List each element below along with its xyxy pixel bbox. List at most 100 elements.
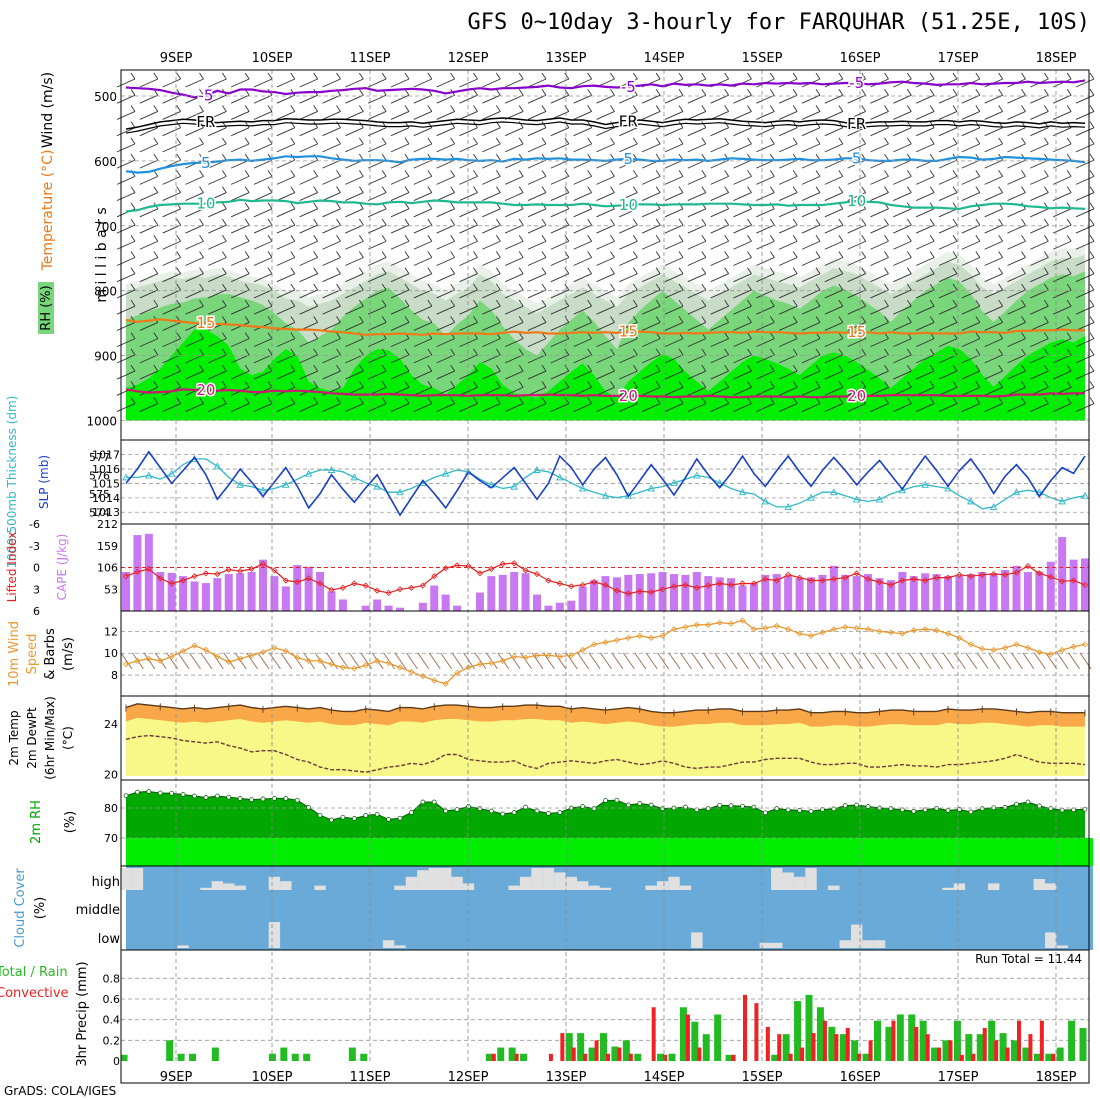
wind-barb <box>276 305 296 315</box>
wind-barb <box>459 192 478 201</box>
wind-barb <box>915 321 935 331</box>
wind-barb-flag <box>473 348 478 356</box>
lifted-index-marker <box>442 565 449 572</box>
wind-barb <box>893 192 912 201</box>
wind-barb <box>915 257 935 266</box>
wind-barb-flag <box>975 218 981 226</box>
wind-barb <box>322 321 341 331</box>
wind-barb-flag <box>952 105 958 112</box>
wind-barb <box>459 338 478 348</box>
wind-barb <box>436 175 455 185</box>
wind-barb-flag <box>610 397 615 404</box>
precip-convective-bar <box>514 1053 519 1061</box>
wind-barb <box>870 208 889 218</box>
precip-total-bar <box>268 1053 276 1061</box>
wind-barb-flag <box>221 348 227 356</box>
wind-barb-flag <box>473 186 478 193</box>
wind-barb <box>961 192 981 201</box>
wind-barb <box>710 403 729 412</box>
cape-bar <box>487 576 496 611</box>
wind-barb-flag <box>861 299 867 307</box>
wind-barb-flag <box>221 105 227 112</box>
wind-barb <box>938 78 958 88</box>
wind-barb <box>367 289 387 299</box>
lifted-tick: -6 <box>29 518 40 531</box>
rh2m-marker <box>443 808 449 814</box>
precip-convective-bar <box>1005 1047 1010 1061</box>
wind-barb <box>482 321 501 331</box>
wind-barb <box>938 159 958 169</box>
cloud-cell-high <box>782 872 794 890</box>
wind-barb <box>733 321 752 331</box>
rh2m-marker <box>591 806 597 811</box>
wind-barb-flag <box>1089 332 1095 339</box>
lifted-index-marker <box>659 586 666 593</box>
wind-barb-flag <box>724 397 730 404</box>
wind-barb <box>345 240 364 250</box>
wind-barb-flag <box>838 72 844 80</box>
wind-barb-10m <box>828 652 841 670</box>
wind-barb <box>984 224 1003 234</box>
precip-total-bar <box>919 1020 927 1061</box>
wind-barb <box>367 175 387 185</box>
wind-barb-10m <box>645 652 658 670</box>
wind-barb-flag <box>998 364 1004 372</box>
wind-barb <box>322 127 341 137</box>
cloud-cell-high <box>554 872 566 890</box>
wind-barb-flag <box>998 283 1004 291</box>
cloud-cell-high <box>211 881 224 890</box>
temperature-contour-label: FR <box>196 113 215 131</box>
wind-barb-flag <box>838 186 844 193</box>
rh-tick: 80 <box>104 802 118 815</box>
precip-total-bar <box>166 1040 174 1061</box>
wind-barb-flag <box>769 364 775 372</box>
wind-barb-flag <box>952 235 958 242</box>
wind-barb-flag <box>541 218 547 226</box>
wind-barb-flag <box>518 348 524 356</box>
wind-barb <box>1030 192 1049 201</box>
wind-barb-flag <box>404 105 410 112</box>
wind-barb <box>185 78 204 88</box>
wind-barb <box>915 338 935 348</box>
wind-barb <box>345 224 364 234</box>
wind-barb-flag <box>610 348 615 356</box>
wind-barb-10m <box>691 652 704 670</box>
wind-barb <box>116 192 136 201</box>
wind-barb-flag <box>336 283 341 291</box>
wind-barb <box>961 354 981 364</box>
wind-barb-10m <box>668 652 681 670</box>
wind-barb <box>253 257 273 266</box>
wind-barb-flag <box>381 235 387 242</box>
wind-barb <box>116 338 136 348</box>
wind-barb <box>390 127 410 137</box>
wind-barb <box>436 354 455 364</box>
wind-barb-flag <box>952 72 958 80</box>
rh2m-marker <box>192 793 197 799</box>
wind-barb <box>801 321 821 331</box>
wind-barb-flag <box>952 397 958 404</box>
wind-barb <box>778 240 798 250</box>
wind-barb-flag <box>610 235 615 242</box>
wind-barb-flag <box>906 397 912 404</box>
wind-barb-flag <box>610 316 615 323</box>
thickness-tick: 577 <box>89 451 110 464</box>
wind-barb <box>710 111 729 120</box>
precip-convective-bar <box>891 1020 896 1061</box>
wind-barb-flag <box>1021 316 1026 323</box>
wind-barb-flag <box>747 72 752 80</box>
wind-barb <box>459 305 478 315</box>
wind-barb-flag <box>701 316 707 323</box>
wind-speed-marker <box>591 641 598 648</box>
rh-tick: 70 <box>104 832 118 845</box>
wind-barb <box>253 370 273 380</box>
wind-barb <box>482 94 501 104</box>
wind-barb-flag <box>861 202 867 210</box>
wind-barb <box>938 143 958 153</box>
wind-barb <box>664 127 684 137</box>
precip-convective-bar <box>1051 1053 1056 1061</box>
date-label-bottom: 17SEP <box>938 1070 979 1085</box>
wind-barb-flag <box>906 121 912 128</box>
wind-barb-flag <box>769 299 775 307</box>
wind-barb-flag <box>632 364 638 372</box>
cape-bar <box>761 574 770 611</box>
